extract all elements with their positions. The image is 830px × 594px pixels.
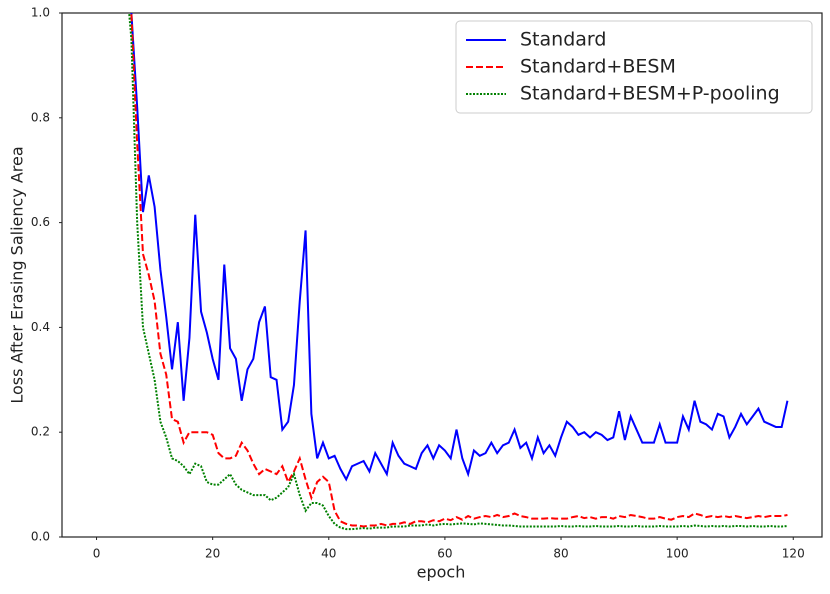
plot-lines [128,13,789,531]
y-tick-label: 0.6 [31,215,50,229]
x-tick-label: 40 [321,547,336,561]
legend-label: Standard+BESM+P-pooling [520,83,780,105]
x-tick-label: 120 [782,547,805,561]
x-axis-label: epoch [417,563,466,582]
x-tick-label: 100 [666,547,689,561]
y-axis-label: Loss After Erasing Saliency Area [8,146,27,403]
y-tick-label: 0.8 [31,110,50,124]
y-tick-label: 0.4 [31,320,50,334]
plot-frame [61,12,823,538]
y-tick-label: 1.0 [31,6,50,20]
y-tick-label: 0.2 [31,425,50,439]
legend-box [455,20,813,114]
y-tick-label: 0.0 [31,530,50,544]
legend-label: Standard [520,29,606,51]
series-line [130,13,788,528]
x-tick-label: 80 [553,547,568,561]
x-tick-label: 60 [437,547,452,561]
series-line [128,13,788,531]
x-tick-label: 0 [93,547,101,561]
legend-label: Standard+BESM [520,56,676,78]
x-tick-label: 20 [205,547,220,561]
series-line [130,13,789,482]
